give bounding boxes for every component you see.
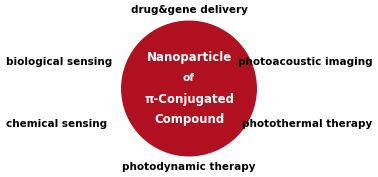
- Circle shape: [122, 21, 256, 156]
- Text: π-Conjugated: π-Conjugated: [144, 93, 234, 105]
- Text: biological sensing: biological sensing: [6, 57, 112, 67]
- Text: photoacoustic imaging: photoacoustic imaging: [238, 57, 372, 67]
- Text: drug&gene delivery: drug&gene delivery: [130, 5, 248, 15]
- Text: Compound: Compound: [154, 113, 224, 127]
- Text: photothermal therapy: photothermal therapy: [242, 119, 372, 129]
- Text: Nanoparticle: Nanoparticle: [146, 50, 232, 64]
- Text: chemical sensing: chemical sensing: [6, 119, 107, 129]
- Text: photodynamic therapy: photodynamic therapy: [122, 162, 256, 172]
- Text: of: of: [183, 73, 195, 83]
